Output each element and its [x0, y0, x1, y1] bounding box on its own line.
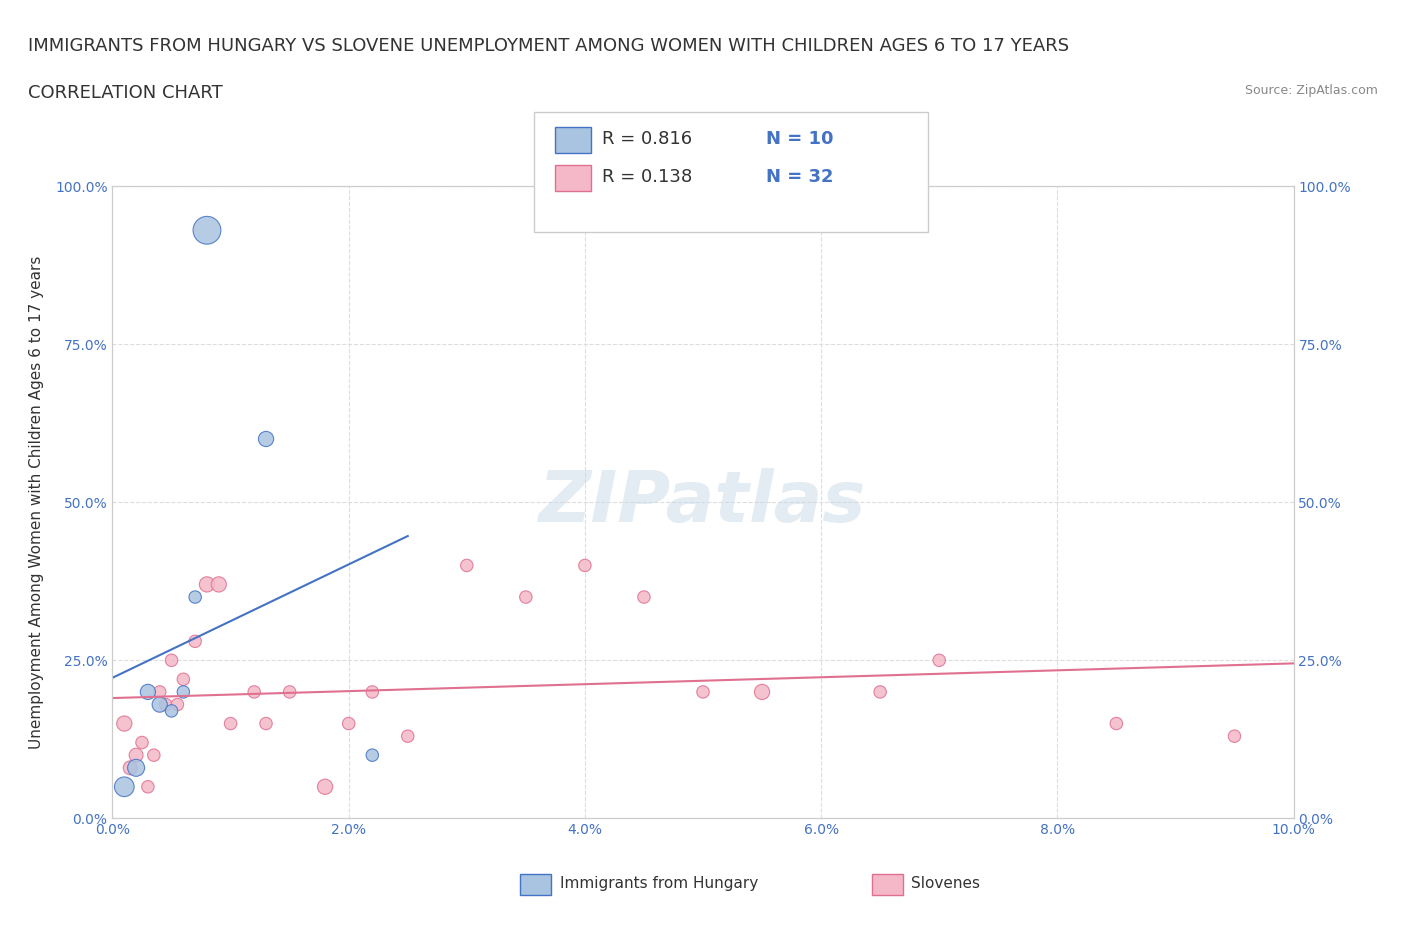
Text: R = 0.138: R = 0.138	[602, 167, 692, 186]
Point	[160, 653, 183, 668]
Point	[361, 684, 384, 699]
Point	[208, 577, 231, 591]
Point	[149, 698, 172, 712]
Point	[160, 703, 183, 718]
Point	[337, 716, 360, 731]
Point	[172, 671, 194, 686]
Point	[633, 590, 655, 604]
Point	[136, 779, 159, 794]
Text: R = 0.816: R = 0.816	[602, 130, 692, 149]
Text: N = 10: N = 10	[766, 130, 834, 149]
Point	[172, 684, 194, 699]
Point	[184, 634, 207, 649]
Point	[112, 779, 135, 794]
Point	[131, 735, 153, 750]
Point	[456, 558, 478, 573]
Point	[278, 684, 301, 699]
Point	[219, 716, 242, 731]
Point	[149, 684, 172, 699]
Point	[1105, 716, 1128, 731]
Point	[751, 684, 773, 699]
Y-axis label: Unemployment Among Women with Children Ages 6 to 17 years: Unemployment Among Women with Children A…	[30, 256, 44, 749]
Point	[692, 684, 714, 699]
Point	[136, 684, 159, 699]
Text: Slovenes: Slovenes	[911, 876, 980, 891]
Text: Source: ZipAtlas.com: Source: ZipAtlas.com	[1244, 84, 1378, 97]
Point	[515, 590, 537, 604]
Text: N = 32: N = 32	[766, 167, 834, 186]
Point	[155, 698, 177, 712]
Point	[112, 716, 135, 731]
Point	[254, 716, 277, 731]
Point	[314, 779, 336, 794]
Point	[243, 684, 266, 699]
Point	[574, 558, 596, 573]
Point	[396, 729, 419, 744]
Point	[142, 748, 165, 763]
Point	[869, 684, 891, 699]
Point	[125, 761, 148, 776]
Point	[166, 698, 188, 712]
Point	[120, 761, 142, 776]
Text: CORRELATION CHART: CORRELATION CHART	[28, 84, 224, 101]
Text: Immigrants from Hungary: Immigrants from Hungary	[560, 876, 758, 891]
Point	[195, 223, 218, 238]
Point	[125, 748, 148, 763]
Point	[1223, 729, 1246, 744]
Point	[184, 590, 207, 604]
Point	[195, 577, 218, 591]
Point	[254, 432, 277, 446]
Point	[928, 653, 950, 668]
Text: IMMIGRANTS FROM HUNGARY VS SLOVENE UNEMPLOYMENT AMONG WOMEN WITH CHILDREN AGES 6: IMMIGRANTS FROM HUNGARY VS SLOVENE UNEMP…	[28, 37, 1069, 55]
Point	[361, 748, 384, 763]
Text: ZIPatlas: ZIPatlas	[540, 468, 866, 537]
